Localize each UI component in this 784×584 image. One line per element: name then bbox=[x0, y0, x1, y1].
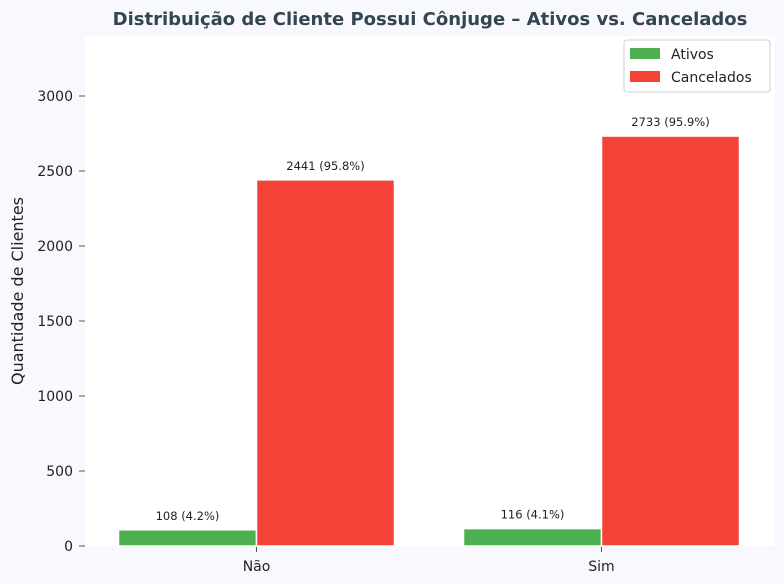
chart-title: Distribuição de Cliente Possui Cônjuge –… bbox=[113, 9, 748, 30]
bars bbox=[117, 135, 741, 547]
y-tick-label: 500 bbox=[46, 464, 73, 480]
bar bbox=[117, 529, 258, 547]
bar-value-label: 2733 (95.9%) bbox=[631, 115, 709, 129]
legend-swatch bbox=[630, 71, 660, 82]
bar bbox=[255, 179, 396, 547]
x-tick-label: Não bbox=[243, 559, 271, 575]
legend-label: Ativos bbox=[671, 47, 714, 63]
bar-labels: 108 (4.2%) 2441 (95.8%) 116 (4.1%) 2733 (95… bbox=[156, 115, 710, 523]
y-axis-label: Quantidade de Clientes bbox=[8, 197, 27, 385]
y-axis: 0 500 1000 1500 2000 2500 3000 bbox=[37, 89, 85, 555]
x-tick-label: Sim bbox=[588, 559, 614, 575]
legend: Ativos Cancelados bbox=[623, 39, 771, 93]
legend-label: Cancelados bbox=[671, 70, 752, 86]
y-tick-label: 3000 bbox=[37, 89, 73, 105]
y-tick-label: 1000 bbox=[37, 389, 73, 405]
y-tick-label: 2500 bbox=[37, 164, 73, 180]
x-axis: Não Sim bbox=[243, 546, 615, 575]
legend-swatch bbox=[630, 48, 660, 59]
y-tick-label: 2000 bbox=[37, 239, 73, 255]
bar-value-label: 116 (4.1%) bbox=[501, 508, 565, 522]
bar-value-label: 2441 (95.8%) bbox=[286, 159, 364, 173]
bar bbox=[462, 527, 603, 547]
legend-box bbox=[623, 39, 771, 93]
y-tick-label: 1500 bbox=[37, 314, 73, 330]
y-tick-label: 0 bbox=[64, 539, 73, 555]
bar-value-label: 108 (4.2%) bbox=[156, 509, 220, 523]
bar bbox=[600, 135, 741, 547]
